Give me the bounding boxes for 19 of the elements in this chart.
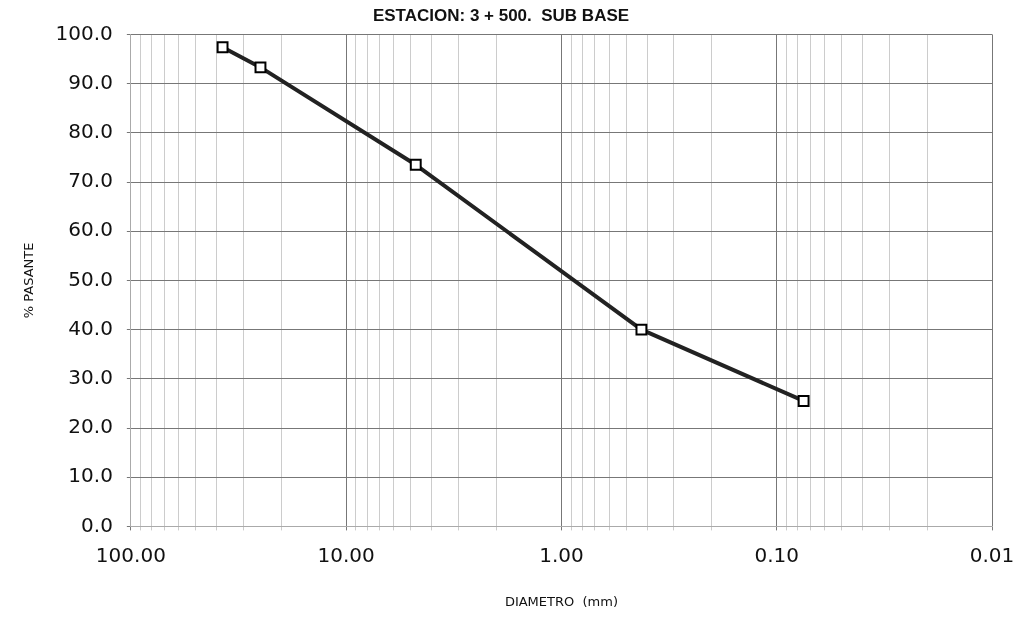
y-tick-label: 100.0 bbox=[55, 20, 113, 45]
x-axis-title: DIAMETRO (mm) bbox=[504, 593, 618, 609]
y-tick-label: 50.0 bbox=[68, 266, 113, 291]
y-tick-label: 60.0 bbox=[68, 217, 113, 242]
y-tick-label: 30.0 bbox=[68, 365, 113, 389]
x-tick-label: 1.00 bbox=[539, 542, 584, 567]
y-tick-label: 70.0 bbox=[68, 168, 113, 193]
y-tick-label: 20.0 bbox=[68, 414, 113, 439]
x-tick-label: 0.01 bbox=[969, 542, 1015, 567]
y-tick-label: 40.0 bbox=[68, 315, 113, 340]
x-tick-label: 10.00 bbox=[317, 542, 375, 567]
y-tick-label: 10.0 bbox=[68, 463, 113, 488]
y-tick-label: 80.0 bbox=[68, 119, 113, 143]
chart-title: ESTACION: 3 + 500. SUB BASE bbox=[372, 5, 630, 25]
x-tick-label: 100.00 bbox=[95, 542, 166, 567]
y-tick-label: 90.0 bbox=[68, 69, 113, 94]
x-tick-label: 0.10 bbox=[754, 542, 799, 567]
y-tick-label: 0.0 bbox=[81, 512, 113, 537]
y-axis-title: % PASANTE bbox=[21, 242, 37, 319]
